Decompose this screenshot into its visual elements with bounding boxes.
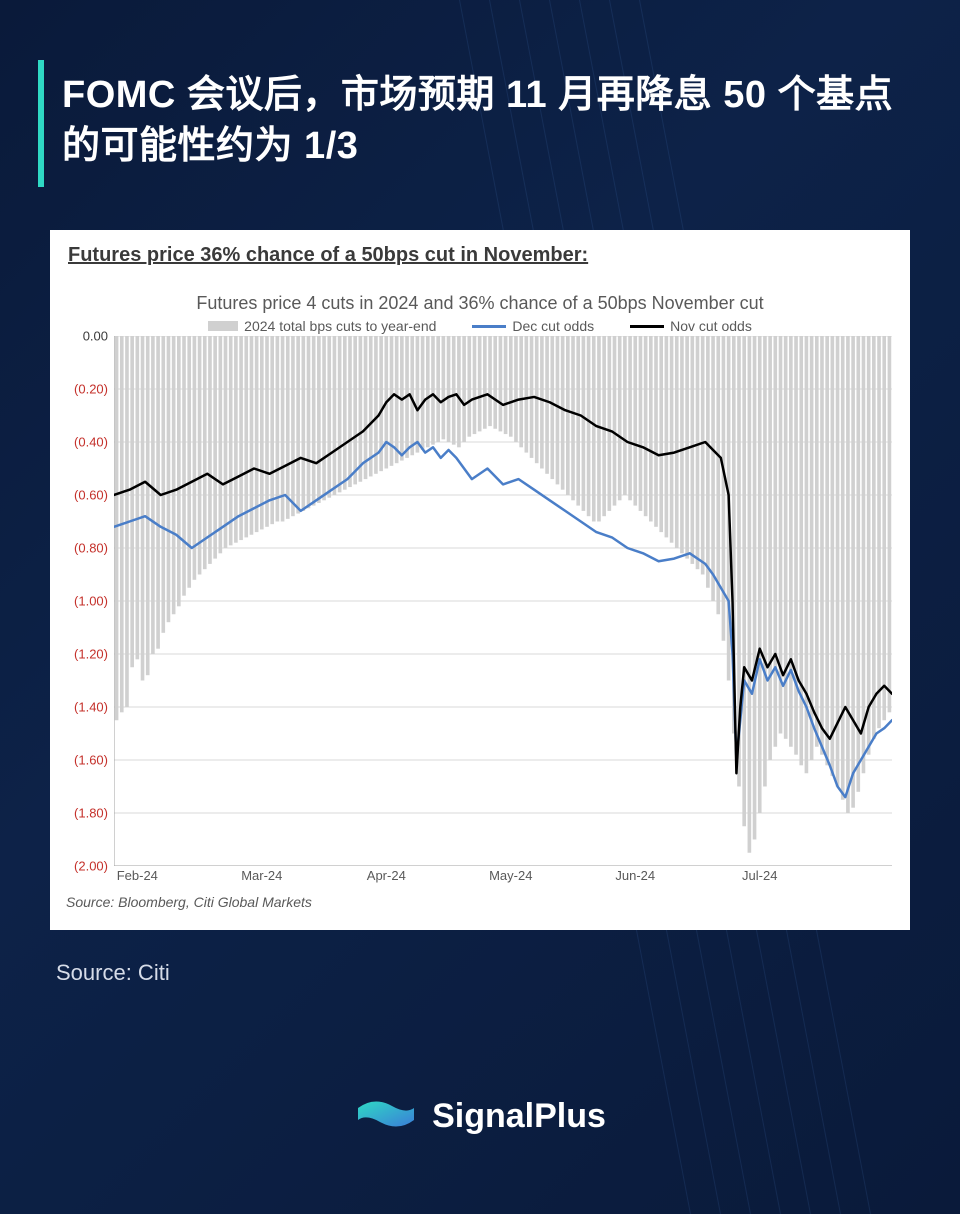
chart-card: Futures price 36% chance of a 50bps cut … (50, 230, 910, 930)
legend-label: Nov cut odds (670, 318, 752, 334)
y-tick-label: (2.00) (74, 859, 108, 874)
y-tick-label: (0.80) (74, 541, 108, 556)
y-axis-labels: 0.00(0.20)(0.40)(0.60)(0.80)(1.00)(1.20)… (64, 336, 110, 866)
y-tick-label: (1.00) (74, 594, 108, 609)
plot-svg (114, 336, 892, 866)
x-tick-label: May-24 (489, 868, 532, 883)
chart-heading: Futures price 36% chance of a 50bps cut … (68, 244, 900, 267)
y-tick-label: (0.60) (74, 488, 108, 503)
y-tick-label: (0.20) (74, 382, 108, 397)
brand-row: SignalPlus (0, 1094, 960, 1138)
x-tick-label: Mar-24 (241, 868, 282, 883)
legend-label: Dec cut odds (512, 318, 594, 334)
y-tick-label: (1.40) (74, 700, 108, 715)
chart-legend: 2024 total bps cuts to year-end Dec cut o… (60, 318, 900, 334)
outer-source: Source: Citi (56, 960, 170, 986)
chart-inner-source: Source: Bloomberg, Citi Global Markets (66, 894, 900, 910)
chart-subtitle: Futures price 4 cuts in 2024 and 36% cha… (60, 293, 900, 314)
legend-swatch (472, 325, 506, 328)
x-axis-labels: Feb-24 Mar-24 Apr-24 May-24 Jun-24 Jul-24 (114, 868, 892, 886)
x-tick-label: Apr-24 (367, 868, 406, 883)
x-tick-label: Jul-24 (742, 868, 777, 883)
x-tick-label: Feb-24 (117, 868, 158, 883)
y-tick-label: 0.00 (83, 329, 108, 344)
y-tick-label: (1.60) (74, 753, 108, 768)
y-tick-label: (1.20) (74, 647, 108, 662)
legend-swatch (208, 321, 238, 331)
y-tick-label: (0.40) (74, 435, 108, 450)
plot-area: 0.00(0.20)(0.40)(0.60)(0.80)(1.00)(1.20)… (114, 336, 892, 866)
legend-swatch (630, 325, 664, 328)
legend-item: Dec cut odds (472, 318, 594, 334)
legend-item: Nov cut odds (630, 318, 752, 334)
brand-name: SignalPlus (432, 1097, 606, 1136)
x-tick-label: Jun-24 (615, 868, 655, 883)
legend-item: 2024 total bps cuts to year-end (208, 318, 436, 334)
brand-logo-icon (354, 1094, 418, 1138)
title-block: FOMC 会议后，市场预期 11 月再降息 50 个基点的可能性约为 1/3 (38, 60, 922, 187)
legend-label: 2024 total bps cuts to year-end (244, 318, 436, 334)
page-title: FOMC 会议后，市场预期 11 月再降息 50 个基点的可能性约为 1/3 (62, 70, 908, 173)
y-tick-label: (1.80) (74, 806, 108, 821)
